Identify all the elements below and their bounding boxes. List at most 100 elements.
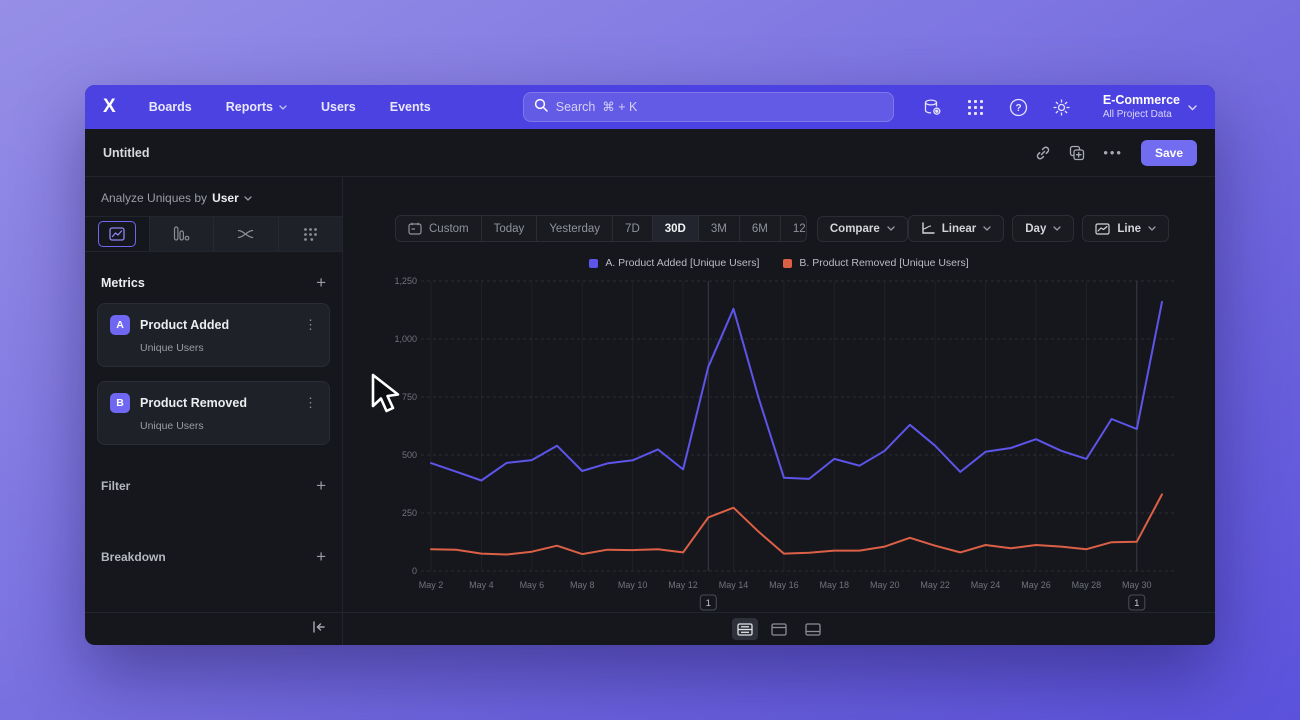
- svg-text:May 6: May 6: [520, 580, 545, 590]
- metric-subtitle[interactable]: Unique Users: [140, 420, 204, 432]
- nav-item-reports[interactable]: Reports: [226, 100, 287, 114]
- svg-text:1: 1: [1134, 598, 1139, 609]
- add-filter-button[interactable]: +: [316, 476, 326, 495]
- calendar-icon: [408, 222, 422, 235]
- svg-text:0: 0: [412, 566, 417, 576]
- range-6m[interactable]: 6M: [740, 216, 781, 241]
- project-scope: All Project Data: [1102, 108, 1172, 120]
- search-input[interactable]: [555, 100, 883, 114]
- compare-button[interactable]: Compare: [816, 215, 908, 242]
- project-selector[interactable]: E-Commerce All Project Data: [1103, 93, 1197, 121]
- help-icon[interactable]: ?: [1009, 97, 1029, 117]
- query-sidebar: Analyze Uniques by User Metric: [85, 177, 343, 645]
- svg-text:May 22: May 22: [920, 580, 950, 590]
- collapse-sidebar-icon[interactable]: [312, 620, 326, 638]
- metric-name: Product Added: [140, 318, 230, 332]
- add-metric-button[interactable]: +: [316, 273, 326, 292]
- svg-text:May 30: May 30: [1122, 580, 1152, 590]
- granularity-select[interactable]: Day: [1012, 215, 1075, 242]
- metric-subtitle[interactable]: Unique Users: [140, 342, 204, 354]
- filter-title: Filter: [101, 478, 131, 493]
- view-table-only-button[interactable]: [800, 618, 826, 640]
- report-toolbar: Untitled ••• Save: [85, 129, 1215, 177]
- view-chart-and-table-button[interactable]: [732, 618, 758, 640]
- more-options-icon[interactable]: •••: [1103, 145, 1123, 160]
- line-chart[interactable]: 0 250 500 750 1,000 1,250 May 2 May 4 May 6 May 8…: [343, 263, 1215, 617]
- metric-card-product-added[interactable]: A Product Added ⋮ Unique Users: [97, 303, 330, 367]
- chevron-down-icon: [887, 226, 895, 231]
- metric-badge-a: A: [110, 315, 130, 335]
- settings-gear-icon[interactable]: [1052, 97, 1072, 117]
- svg-text:May 10: May 10: [618, 580, 648, 590]
- svg-text:May 12: May 12: [668, 580, 698, 590]
- kebab-menu-icon[interactable]: ⋮: [304, 317, 317, 332]
- search-icon: [534, 98, 548, 117]
- scale-select[interactable]: Linear: [907, 215, 1005, 242]
- nav-item-users[interactable]: Users: [321, 100, 356, 114]
- chart-type-label: Line: [1117, 222, 1141, 235]
- range-7d[interactable]: 7D: [613, 216, 653, 241]
- svg-text:May 4: May 4: [469, 580, 494, 590]
- legend-item-0[interactable]: A. Product Added [Unique Users]: [589, 257, 759, 269]
- view-chart-only-button[interactable]: [766, 618, 792, 640]
- add-breakdown-button[interactable]: +: [316, 547, 326, 566]
- breakdown-title: Breakdown: [101, 549, 166, 564]
- report-title[interactable]: Untitled: [103, 145, 150, 160]
- chevron-down-icon: [1188, 98, 1197, 116]
- range-12m[interactable]: 12M: [792, 222, 806, 235]
- legend-swatch: [589, 258, 599, 268]
- range-3m[interactable]: 3M: [699, 216, 740, 241]
- analyze-uniques-selector[interactable]: Analyze Uniques by User: [85, 177, 342, 216]
- svg-text:May 14: May 14: [719, 580, 749, 590]
- analyze-label: Analyze Uniques by: [101, 191, 208, 205]
- chart-type-select[interactable]: Line: [1082, 215, 1169, 242]
- tab-insights[interactable]: [85, 217, 150, 251]
- kebab-menu-icon[interactable]: ⋮: [304, 395, 317, 410]
- svg-text:500: 500: [402, 450, 417, 460]
- scale-label: Linear: [941, 222, 977, 235]
- duplicate-icon[interactable]: [1069, 145, 1085, 161]
- chart-legend: A. Product Added [Unique Users] B. Produc…: [343, 257, 1215, 269]
- chevron-down-icon: [983, 226, 991, 231]
- tab-retention[interactable]: [279, 217, 343, 251]
- svg-text:May 28: May 28: [1072, 580, 1102, 590]
- svg-text:May 26: May 26: [1021, 580, 1051, 590]
- funnel-bars-icon: [173, 226, 190, 241]
- mixpanel-logo-icon[interactable]: X: [103, 96, 116, 117]
- nav-item-events[interactable]: Events: [389, 100, 431, 114]
- range-30d[interactable]: 30D: [652, 216, 699, 241]
- svg-text:May 2: May 2: [419, 580, 444, 590]
- svg-text:750: 750: [402, 392, 417, 402]
- metrics-title: Metrics: [101, 275, 145, 290]
- legend-item-1[interactable]: B. Product Removed [Unique Users]: [783, 257, 969, 269]
- metric-card-product-removed[interactable]: B Product Removed ⋮ Unique Users: [97, 381, 330, 445]
- save-button[interactable]: Save: [1140, 139, 1197, 166]
- svg-text:?: ?: [1016, 103, 1022, 114]
- metric-badge-b: B: [110, 393, 130, 413]
- tab-funnels[interactable]: [150, 217, 214, 251]
- analyze-value: User: [212, 191, 239, 205]
- nav-item-boards[interactable]: Boards: [148, 100, 192, 114]
- data-management-icon[interactable]: [923, 97, 943, 117]
- tab-flows[interactable]: [214, 217, 279, 251]
- apps-grid-icon[interactable]: [966, 97, 986, 117]
- svg-text:May 16: May 16: [769, 580, 799, 590]
- legend-swatch: [783, 258, 793, 268]
- insights-chart-icon: [109, 227, 125, 241]
- share-link-icon[interactable]: [1035, 145, 1051, 161]
- search-box[interactable]: [522, 92, 894, 122]
- svg-text:1,000: 1,000: [394, 334, 417, 344]
- range-yesterday[interactable]: Yesterday: [537, 216, 614, 241]
- nav-menu: Boards Reports Users Events: [149, 100, 431, 114]
- line-chart-type-icon: [1095, 222, 1110, 235]
- range-custom[interactable]: Custom: [396, 216, 482, 241]
- svg-text:May 20: May 20: [870, 580, 900, 590]
- svg-text:1,250: 1,250: [394, 276, 417, 286]
- project-name: E-Commerce: [1102, 92, 1180, 107]
- compare-label: Compare: [829, 222, 880, 235]
- range-today[interactable]: Today: [482, 216, 538, 241]
